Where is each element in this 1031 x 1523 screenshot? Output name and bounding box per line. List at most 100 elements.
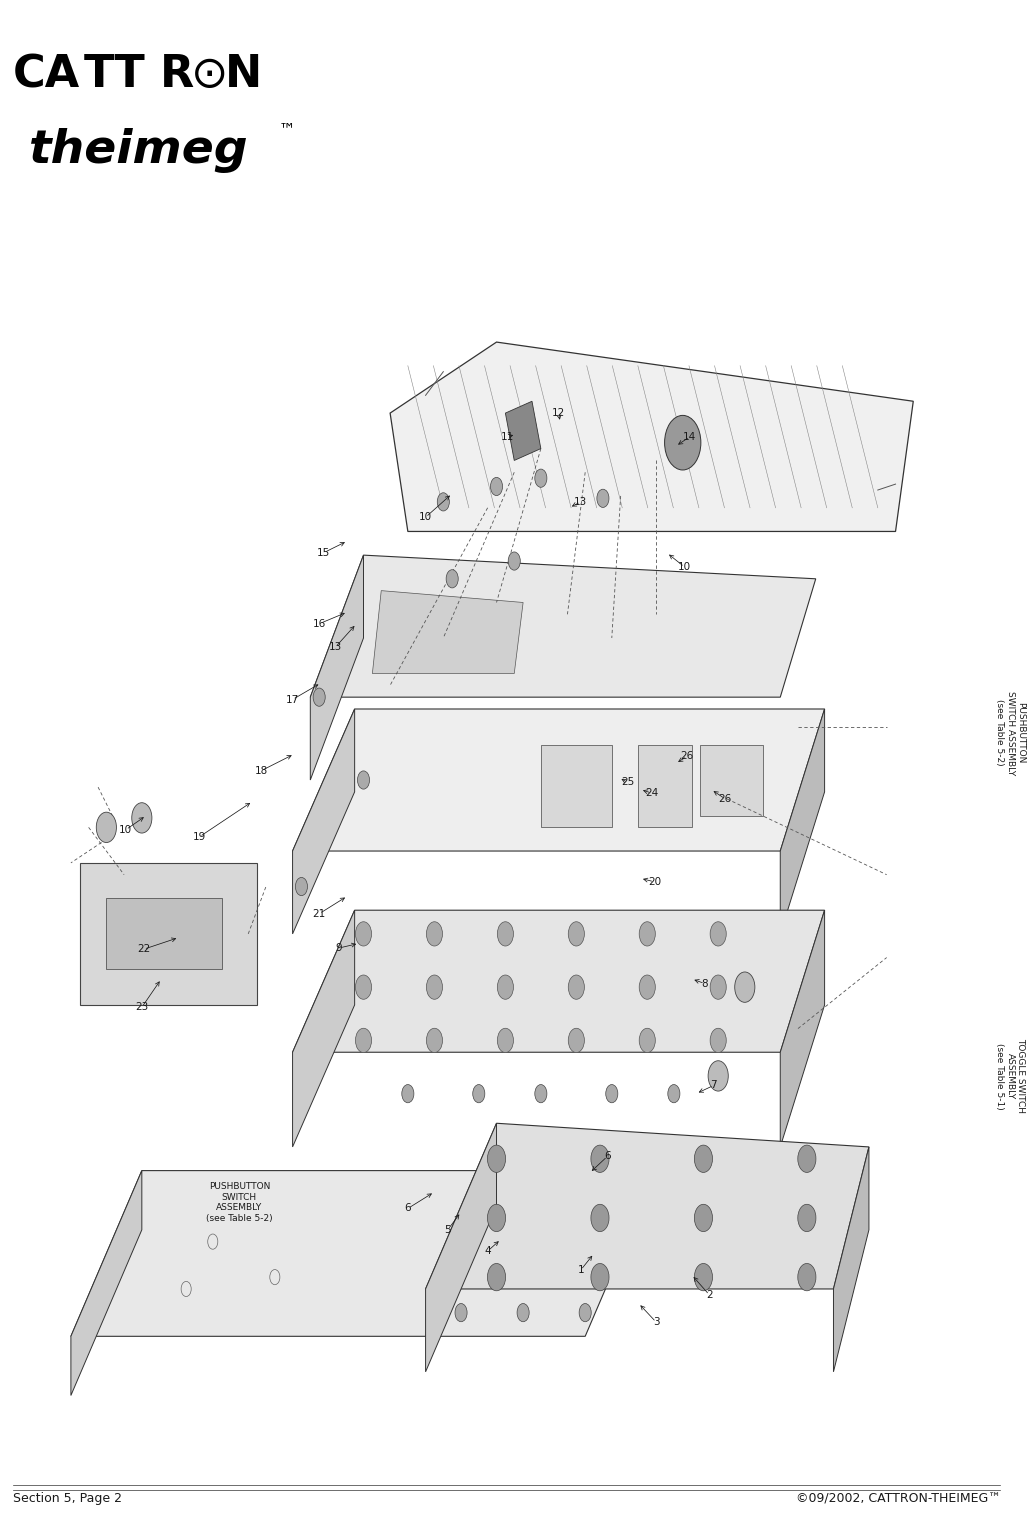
Text: 26: 26 (719, 793, 732, 804)
Circle shape (446, 570, 458, 588)
Circle shape (313, 688, 325, 707)
Circle shape (497, 921, 513, 946)
Circle shape (488, 1145, 505, 1173)
Circle shape (497, 975, 513, 999)
Polygon shape (426, 1124, 497, 1372)
Polygon shape (541, 745, 611, 827)
Circle shape (591, 1145, 609, 1173)
Text: TOGGLE SWITCH
ASSEMBLY
(see Table 5-1): TOGGLE SWITCH ASSEMBLY (see Table 5-1) (995, 1039, 1025, 1113)
Text: 6: 6 (604, 1151, 610, 1162)
Circle shape (508, 551, 521, 570)
Text: PUSHBUTTON
SWITCH ASSEMBLY
(see Table 5-2): PUSHBUTTON SWITCH ASSEMBLY (see Table 5-… (995, 690, 1025, 775)
Circle shape (710, 921, 726, 946)
Circle shape (639, 921, 656, 946)
Circle shape (356, 1028, 371, 1052)
Text: 10: 10 (678, 562, 691, 573)
Text: 9: 9 (335, 943, 342, 953)
Circle shape (591, 1264, 609, 1292)
Polygon shape (293, 710, 355, 934)
Circle shape (568, 975, 585, 999)
Circle shape (535, 1084, 546, 1103)
Circle shape (708, 1060, 728, 1090)
Text: 25: 25 (621, 777, 634, 787)
Text: 12: 12 (552, 408, 565, 419)
Circle shape (535, 469, 546, 487)
Text: 3: 3 (653, 1317, 660, 1327)
Polygon shape (426, 1124, 869, 1288)
Circle shape (639, 1028, 656, 1052)
Polygon shape (700, 745, 763, 815)
Text: 22: 22 (137, 944, 151, 955)
Text: 20: 20 (647, 877, 661, 886)
Text: 5: 5 (444, 1224, 451, 1235)
Circle shape (606, 1084, 618, 1103)
Polygon shape (833, 1147, 869, 1372)
Circle shape (568, 1028, 585, 1052)
Circle shape (568, 921, 585, 946)
Text: 2: 2 (706, 1290, 712, 1301)
Text: 16: 16 (312, 618, 326, 629)
Circle shape (518, 1304, 529, 1322)
Text: 14: 14 (684, 431, 697, 442)
Polygon shape (71, 1171, 142, 1395)
Circle shape (488, 1205, 505, 1232)
Polygon shape (293, 911, 355, 1147)
Polygon shape (505, 401, 541, 460)
Text: Section 5, Page 2: Section 5, Page 2 (12, 1493, 122, 1505)
Polygon shape (310, 554, 816, 698)
Text: 8: 8 (701, 979, 708, 988)
Circle shape (497, 1028, 513, 1052)
Circle shape (735, 972, 755, 1002)
Text: 21: 21 (312, 909, 326, 918)
Circle shape (96, 812, 117, 842)
Circle shape (132, 803, 152, 833)
Circle shape (356, 921, 371, 946)
Text: PUSHBUTTON
SWITCH
ASSEMBLY
(see Table 5-2): PUSHBUTTON SWITCH ASSEMBLY (see Table 5-… (206, 1182, 272, 1223)
Text: 13: 13 (329, 643, 341, 652)
Polygon shape (780, 911, 825, 1147)
Circle shape (694, 1205, 712, 1232)
Text: 18: 18 (255, 766, 268, 775)
Circle shape (455, 1304, 467, 1322)
Polygon shape (293, 710, 825, 851)
Text: 10: 10 (120, 825, 132, 835)
Text: 10: 10 (419, 512, 432, 522)
Circle shape (402, 1084, 413, 1103)
Circle shape (639, 975, 656, 999)
Polygon shape (71, 1171, 656, 1336)
Circle shape (579, 1304, 591, 1322)
Polygon shape (310, 554, 364, 780)
Polygon shape (106, 899, 222, 970)
Text: ©09/2002, CATTRON-THEIMEG™: ©09/2002, CATTRON-THEIMEG™ (796, 1493, 1000, 1505)
Text: 15: 15 (317, 548, 330, 557)
Polygon shape (79, 864, 257, 1005)
Text: 13: 13 (574, 496, 588, 507)
Polygon shape (638, 745, 692, 827)
Circle shape (491, 477, 502, 495)
Polygon shape (780, 710, 825, 934)
Circle shape (668, 1084, 679, 1103)
Circle shape (427, 921, 442, 946)
Polygon shape (293, 911, 825, 1052)
Circle shape (356, 975, 371, 999)
Text: 17: 17 (286, 694, 299, 705)
Text: 24: 24 (645, 787, 659, 798)
Text: 6: 6 (404, 1203, 411, 1214)
Circle shape (488, 1264, 505, 1292)
Circle shape (694, 1145, 712, 1173)
Text: 23: 23 (135, 1002, 148, 1013)
Polygon shape (372, 591, 523, 673)
Text: 11: 11 (500, 431, 513, 442)
Circle shape (694, 1264, 712, 1292)
Circle shape (427, 1028, 442, 1052)
Circle shape (798, 1264, 816, 1292)
Text: 26: 26 (680, 751, 694, 762)
Circle shape (665, 416, 701, 471)
Circle shape (798, 1145, 816, 1173)
Text: 7: 7 (710, 1080, 718, 1090)
Circle shape (710, 975, 726, 999)
Circle shape (597, 489, 609, 507)
Circle shape (427, 975, 442, 999)
Polygon shape (390, 343, 913, 532)
Circle shape (473, 1084, 485, 1103)
